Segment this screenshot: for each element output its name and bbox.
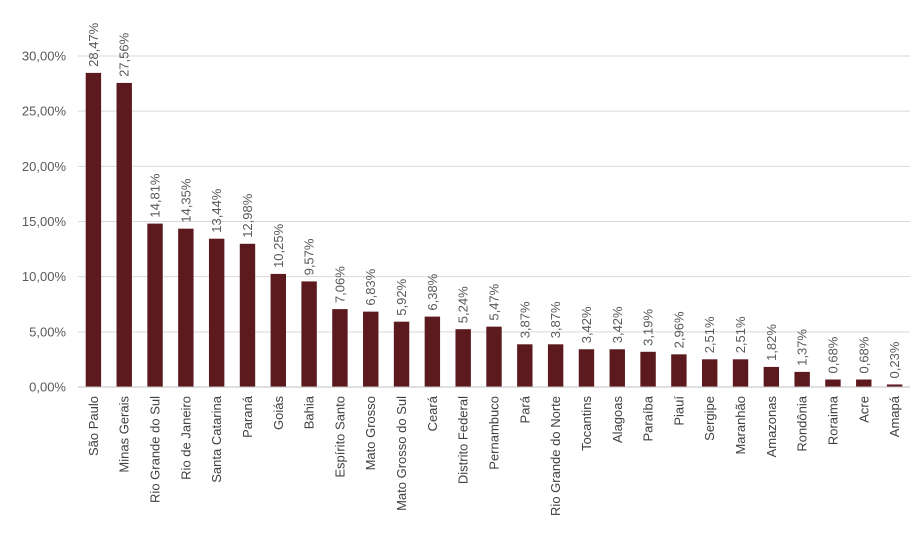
data-labels: 28,47% 27,56% 14,81% 14,35% 13,44% 12,98% 10,2… — [86, 22, 902, 378]
category-labels: São Paulo Minas Gerais Rio Grande do Sul Ri… — [86, 395, 902, 516]
data-label: 6,83% — [363, 268, 378, 305]
data-label: 0,68% — [825, 336, 840, 373]
data-label: 7,06% — [332, 266, 347, 303]
bar — [486, 326, 502, 387]
category-label: São Paulo — [86, 396, 101, 456]
bar — [147, 223, 163, 387]
bar — [825, 379, 841, 387]
category-label: Ceará — [425, 395, 440, 431]
bar — [517, 344, 533, 387]
data-label: 5,24% — [456, 286, 471, 323]
data-label: 13,44% — [209, 188, 224, 233]
data-label: 9,57% — [302, 238, 317, 275]
category-label: Mato Grosso do Sul — [394, 396, 409, 511]
data-label: 28,47% — [86, 22, 101, 67]
bar — [393, 321, 410, 387]
category-label: Rondônia — [795, 395, 810, 451]
bar — [270, 273, 286, 387]
bar — [856, 379, 872, 387]
y-tick-label: 5,00% — [29, 324, 66, 339]
bar — [239, 243, 256, 387]
bar — [578, 349, 595, 387]
category-label: Acre — [856, 396, 871, 423]
bar — [609, 349, 625, 387]
data-label: 12,98% — [240, 193, 255, 238]
data-label: 14,35% — [178, 178, 193, 223]
bar — [732, 359, 749, 387]
category-label: Rio Grande do Sul — [148, 396, 163, 503]
bar — [640, 351, 656, 387]
y-tick-label: 10,00% — [22, 269, 67, 284]
category-label: Minas Gerais — [117, 396, 132, 473]
bar — [763, 366, 780, 387]
category-label: Rio de Janeiro — [178, 396, 193, 480]
category-label: Sergipe — [702, 396, 717, 441]
category-label: Alagoas — [610, 396, 625, 443]
category-label: Pará — [517, 395, 532, 423]
data-label: 2,96% — [671, 311, 686, 348]
y-tick-label: 20,00% — [22, 159, 67, 174]
bar — [455, 329, 471, 387]
bar — [332, 309, 348, 387]
data-label: 0,68% — [856, 336, 871, 373]
data-label: 14,81% — [148, 173, 163, 218]
data-label: 1,82% — [764, 324, 779, 361]
data-label: 2,51% — [733, 316, 748, 353]
data-label: 3,19% — [641, 309, 656, 346]
bar — [301, 281, 317, 387]
category-label: Pernambuco — [487, 396, 502, 470]
category-label: Maranhão — [733, 396, 748, 455]
data-label: 0,23% — [887, 341, 902, 378]
data-label: 5,47% — [487, 283, 502, 320]
category-label: Amazonas — [764, 396, 779, 458]
data-label: 10,25% — [271, 223, 286, 268]
y-tick-label: 25,00% — [22, 104, 67, 119]
data-label: 3,42% — [610, 306, 625, 343]
category-label: Rio Grande do Norte — [548, 396, 563, 516]
bar — [547, 344, 564, 387]
y-tick-label: 30,00% — [22, 49, 67, 64]
category-label: Piauí — [671, 396, 686, 426]
data-label: 1,37% — [795, 329, 810, 366]
category-label: Goiás — [271, 396, 286, 430]
category-label: Amapá — [887, 395, 902, 437]
bar — [702, 359, 718, 387]
bar — [363, 311, 379, 387]
category-label: Mato Grosso — [363, 396, 378, 470]
y-axis-ticks: 0,00% 5,00% 10,00% 15,00% 20,00% 25,00% 30,00% — [22, 49, 67, 395]
bar — [116, 82, 132, 388]
y-tick-label: 0,00% — [29, 380, 66, 395]
data-label: 5,92% — [394, 278, 409, 315]
data-label: 6,38% — [425, 273, 440, 310]
data-label: 27,56% — [117, 32, 132, 77]
category-label: Distrito Federal — [456, 396, 471, 484]
bar — [85, 72, 102, 388]
category-label: Tocantins — [579, 396, 594, 451]
bars — [85, 72, 903, 388]
category-label: Paraíba — [641, 395, 656, 441]
bar — [886, 384, 903, 387]
category-label: Bahia — [302, 395, 317, 429]
y-tick-label: 15,00% — [22, 214, 67, 229]
category-label: Espírito Santo — [332, 396, 347, 478]
bar — [178, 228, 194, 387]
category-label: Paraná — [240, 395, 255, 438]
bar — [671, 354, 687, 387]
category-label: Roraima — [825, 395, 840, 445]
bar — [208, 238, 225, 387]
bar — [794, 371, 810, 387]
bar — [424, 316, 441, 387]
data-label: 3,42% — [579, 306, 594, 343]
data-label: 3,87% — [517, 301, 532, 338]
data-label: 2,51% — [702, 316, 717, 353]
category-label: Santa Catarina — [209, 395, 224, 482]
data-label: 3,87% — [548, 301, 563, 338]
